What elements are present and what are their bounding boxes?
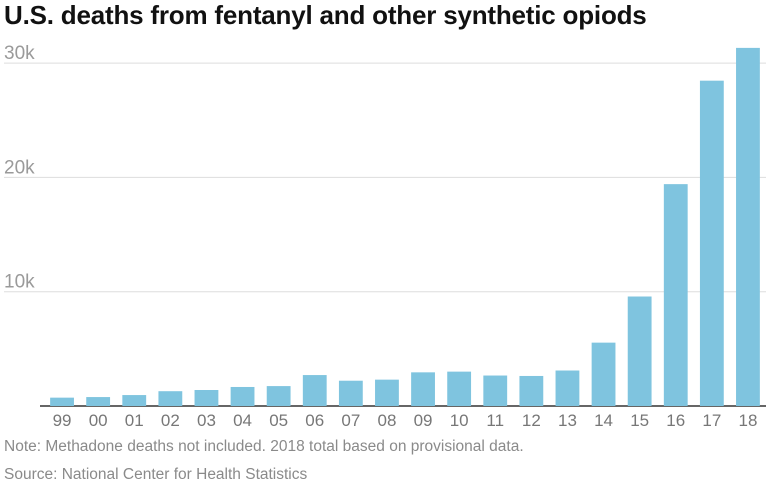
bar-02 xyxy=(158,391,183,406)
bar-04 xyxy=(230,386,255,406)
chart-source: Source: National Center for Health Stati… xyxy=(4,466,308,483)
x-tick-label: 10 xyxy=(450,411,469,430)
bar-03 xyxy=(194,390,219,406)
bar-18 xyxy=(736,47,760,407)
x-tick-label: 09 xyxy=(414,411,433,430)
x-tick-label: 18 xyxy=(738,411,757,430)
bar-06 xyxy=(302,375,327,406)
y-tick-label: 20k xyxy=(4,157,35,178)
x-tick-label: 99 xyxy=(53,411,72,430)
y-axis-ticks: 10k 20k 30k xyxy=(4,43,35,293)
x-tick-label: 16 xyxy=(666,411,685,430)
chart-note: Note: Methadone deaths not included. 201… xyxy=(4,438,524,455)
bar-08 xyxy=(375,379,399,406)
y-tick-label: 30k xyxy=(4,43,35,64)
bar-09 xyxy=(411,372,435,406)
x-tick-label: 02 xyxy=(161,411,180,430)
x-tick-label: 00 xyxy=(89,411,108,430)
bar-14 xyxy=(591,342,616,406)
gridlines xyxy=(4,62,766,407)
bar-17 xyxy=(699,80,724,406)
x-tick-label: 14 xyxy=(594,411,613,430)
bar-10 xyxy=(447,371,472,406)
y-tick-label: 10k xyxy=(4,272,35,293)
x-tick-label: 12 xyxy=(522,411,541,430)
x-tick-label: 08 xyxy=(377,411,396,430)
bar-05 xyxy=(266,386,291,406)
bars xyxy=(50,47,760,407)
x-tick-label: 11 xyxy=(486,411,504,430)
bar-01 xyxy=(122,395,147,406)
bar-12 xyxy=(519,375,544,406)
x-tick-label: 04 xyxy=(233,411,252,430)
bar-99 xyxy=(50,397,74,406)
x-tick-label: 03 xyxy=(197,411,216,430)
x-tick-label: 07 xyxy=(341,411,360,430)
bar-00 xyxy=(86,397,111,406)
x-tick-label: 15 xyxy=(630,411,649,430)
bar-11 xyxy=(483,375,508,406)
x-axis-ticks: 99 00 01 02 03 04 05 06 07 08 09 10 11 12 13 14 15 16 17 18 xyxy=(53,411,758,430)
bar-16 xyxy=(663,184,688,406)
x-tick-label: 06 xyxy=(305,411,324,430)
chart-title: U.S. deaths from fentanyl and other synt… xyxy=(4,0,647,30)
bar-13 xyxy=(555,370,580,406)
bar-07 xyxy=(338,380,363,406)
x-tick-label: 01 xyxy=(125,411,144,430)
x-tick-label: 17 xyxy=(702,411,721,430)
bar-15 xyxy=(627,296,652,406)
x-tick-label: 13 xyxy=(558,411,577,430)
x-tick-label: 05 xyxy=(269,411,288,430)
